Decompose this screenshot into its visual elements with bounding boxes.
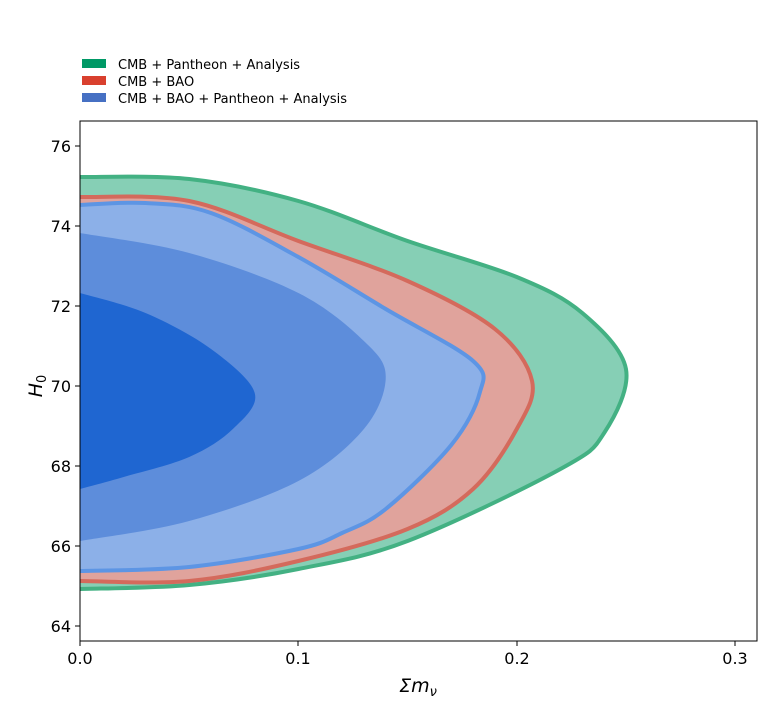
- y-tick-76: 76: [51, 137, 80, 156]
- y-axis-label-sub: 0: [35, 375, 50, 383]
- legend-swatch-1: [82, 59, 106, 68]
- y-tick-label-72: 72: [51, 297, 71, 316]
- y-tick-label-74: 74: [51, 217, 71, 236]
- x-tick-label-0: 0.0: [67, 649, 92, 668]
- plot-frame: [79, 120, 758, 642]
- y-axis-label: H0: [25, 375, 50, 398]
- y-tick-64: 64: [51, 617, 80, 636]
- x-axis-label-sub: ν: [430, 685, 437, 700]
- y-tick-label-66: 66: [51, 537, 71, 556]
- y-tick-label-68: 68: [51, 457, 71, 476]
- y-tick-74: 74: [51, 217, 80, 236]
- y-tick-label-64: 64: [51, 617, 71, 636]
- legend-swatch-2: [82, 76, 106, 85]
- contour-blue-inner: [80, 293, 256, 489]
- y-tick-70: 70: [51, 377, 80, 396]
- legend-swatch-3: [82, 93, 106, 102]
- x-tick-2: 0.2: [504, 641, 530, 668]
- contour-layers: [80, 174, 629, 591]
- x-tick-1: 0.1: [285, 641, 311, 668]
- x-tick-label-2: 0.2: [504, 649, 529, 668]
- x-tick-label-3: 0.3: [722, 649, 747, 668]
- legend-label-3: CMB + BAO + Pantheon + Analysis: [118, 92, 347, 107]
- legend-label-2: CMB + BAO: [118, 75, 194, 90]
- x-axis-label-main: Σm: [399, 675, 430, 697]
- legend-label-1: CMB + Pantheon + Analysis: [118, 58, 300, 73]
- y-tick-72: 72: [51, 297, 80, 316]
- y-tick-68: 68: [51, 457, 80, 476]
- legend: CMB + Pantheon + Analysis CMB + BAO CMB …: [82, 58, 347, 107]
- y-tick-label-70: 70: [51, 377, 71, 396]
- y-axis-label-main: H: [25, 383, 47, 397]
- y-axis: 64 66 68 70 72 74 76 H0: [25, 137, 80, 636]
- y-tick-66: 66: [51, 537, 80, 556]
- x-tick-3: 0.3: [722, 641, 748, 668]
- x-tick-label-1: 0.1: [285, 649, 310, 668]
- x-tick-0: 0.0: [67, 641, 93, 668]
- x-axis: 0.0 0.1 0.2 0.3 Σmν: [67, 641, 748, 700]
- y-tick-label-76: 76: [51, 137, 71, 156]
- x-axis-label: Σmν: [399, 675, 437, 700]
